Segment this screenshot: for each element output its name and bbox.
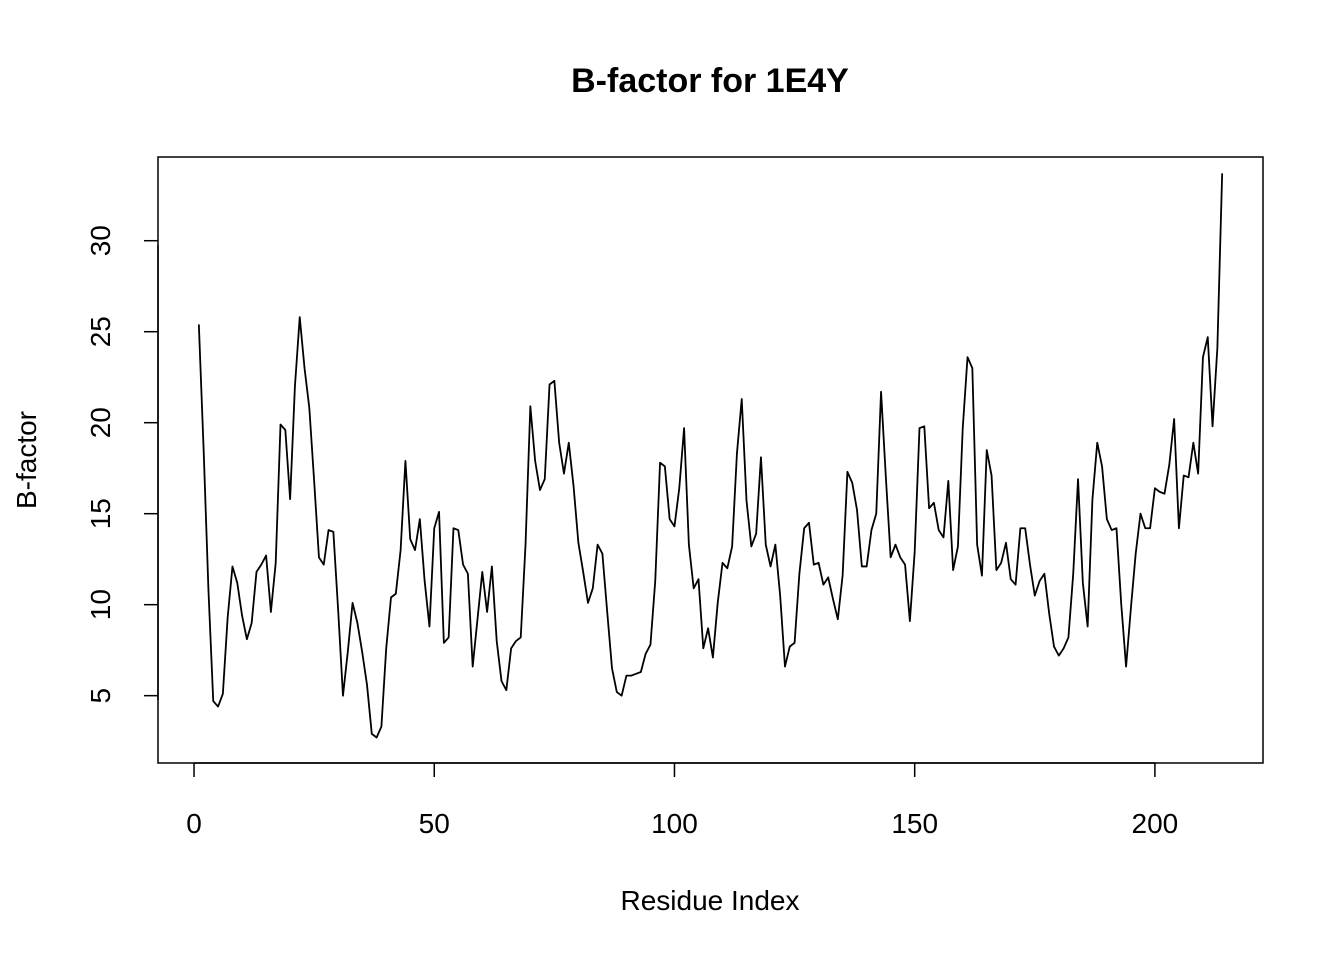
y-axis: 5 10 15 20 25 30 bbox=[85, 225, 159, 704]
y-tick-label: 20 bbox=[85, 407, 116, 438]
x-tick-label: 100 bbox=[651, 808, 698, 839]
y-tick-label: 5 bbox=[85, 688, 116, 704]
y-tick-label: 15 bbox=[85, 498, 116, 529]
y-axis-label: B-factor bbox=[11, 411, 42, 509]
plot-area-box bbox=[157, 156, 1264, 764]
x-tick-label: 150 bbox=[891, 808, 938, 839]
series-group bbox=[197, 173, 1224, 739]
x-tick-label: 50 bbox=[419, 808, 450, 839]
x-tick-label: 200 bbox=[1132, 808, 1179, 839]
y-tick-label: 10 bbox=[85, 589, 116, 620]
series-line bbox=[197, 173, 1224, 739]
x-tick-label: 0 bbox=[186, 808, 202, 839]
chart-title: B-factor for 1E4Y bbox=[571, 62, 849, 100]
x-axis: 0 50 100 150 200 bbox=[186, 762, 1179, 839]
y-tick-label: 25 bbox=[85, 316, 116, 347]
x-axis-label: Residue Index bbox=[620, 885, 799, 916]
y-tick-label: 30 bbox=[85, 225, 116, 256]
